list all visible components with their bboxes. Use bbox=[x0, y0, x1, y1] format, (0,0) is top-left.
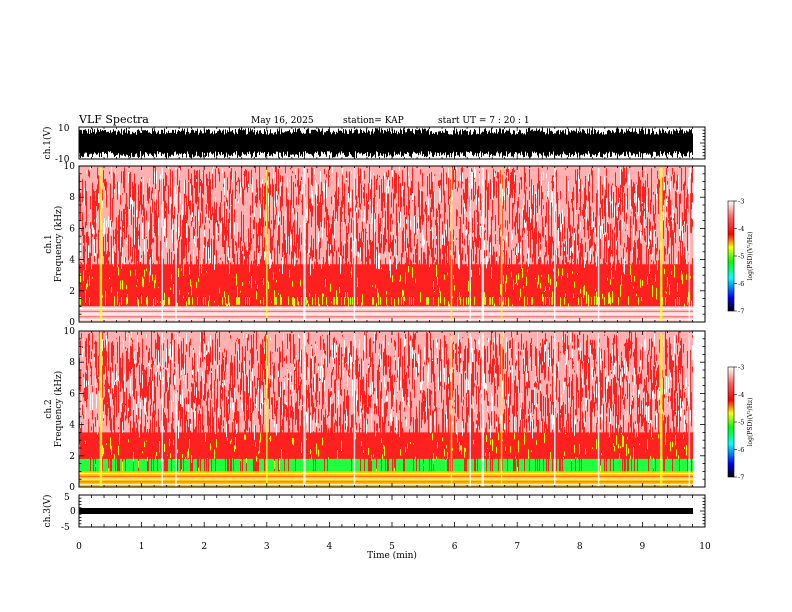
spectrogram-panel-ch1: 0 2 4 6 8 10 ch.1 Frequency (kHz) bbox=[44, 162, 706, 328]
ytick-label: 8 bbox=[69, 193, 75, 203]
waveform-panel-ch1: 10 -10 ch.1(V) bbox=[42, 124, 706, 165]
waveform-ch3-trace bbox=[79, 508, 693, 514]
colorbar-ch2: -3 -4 -5 -6 -7 log(PSD)(V²/Hz) bbox=[727, 364, 754, 482]
colorbar-gradient bbox=[727, 200, 735, 312]
ytick-label: 8 bbox=[69, 358, 75, 368]
ytick-label: 2 bbox=[69, 287, 75, 297]
xtick-label: 9 bbox=[640, 542, 646, 552]
ytick-label: 6 bbox=[69, 389, 75, 399]
ylabel-ch1-frequency: Frequency (kHz) bbox=[53, 206, 64, 283]
ytick-label: -5 bbox=[61, 523, 70, 533]
spectrogram-panel-ch2: 0 2 4 6 8 10 ch.2 Frequency (kHz) bbox=[44, 327, 706, 493]
colorbar-label: log(PSD)(V²/Hz) bbox=[747, 398, 754, 447]
ylabel-ch2-channel: ch.2 bbox=[44, 399, 54, 418]
colorbar-tick-label: -4 bbox=[738, 391, 744, 399]
date-label: May 16, 2025 bbox=[251, 116, 314, 126]
ylabel-ch1-channel: ch.1 bbox=[44, 234, 54, 253]
ytick-label: 6 bbox=[69, 224, 75, 234]
colorbar-tick-label: -4 bbox=[738, 225, 744, 233]
ytick-label: 10 bbox=[58, 124, 70, 134]
spectrogram-yellow-power bbox=[80, 264, 692, 307]
colorbar-tick-label: -3 bbox=[738, 198, 744, 206]
xtick-label: 7 bbox=[514, 542, 520, 552]
ytick-label: 0 bbox=[70, 507, 76, 517]
figure-title: VLF Spectra bbox=[78, 113, 149, 126]
colorbar-tick-label: -3 bbox=[738, 364, 744, 372]
xtick-label: 4 bbox=[327, 542, 333, 552]
ytick-label: 0 bbox=[69, 483, 75, 493]
station-label: station= KAP bbox=[343, 116, 404, 126]
waveform-panel-ch3: 0 5 -5 ch.3(V) 0 1 2 3 4 5 6 7 8 9 10 Time (min) bbox=[42, 493, 711, 561]
xtick-label: 3 bbox=[264, 542, 270, 552]
ytick-label: 4 bbox=[69, 256, 75, 266]
spectrogram-ch1-image bbox=[79, 166, 705, 322]
spectrogram-ch2-image bbox=[79, 331, 705, 487]
ylabel-ch1-waveform: ch.1(V) bbox=[42, 127, 53, 160]
colorbar-tick-label: -6 bbox=[738, 280, 744, 288]
ytick-label: 2 bbox=[69, 452, 75, 462]
waveform-line bbox=[79, 128, 693, 158]
colorbar-ch1: -3 -4 -5 -6 -7 log(PSD)(V²/Hz) bbox=[727, 198, 754, 316]
xtick-label: 6 bbox=[452, 542, 458, 552]
ylabel-ch2-frequency: Frequency (kHz) bbox=[53, 371, 64, 448]
xtick-label: 8 bbox=[577, 542, 583, 552]
colorbar-label: log(PSD)(V²/Hz) bbox=[747, 232, 754, 281]
xtick-label: 0 bbox=[76, 542, 82, 552]
ytick-label: 0 bbox=[69, 318, 75, 328]
ytick-label: 10 bbox=[64, 327, 76, 337]
ytick-label: 10 bbox=[64, 162, 76, 172]
ytick-label: -10 bbox=[55, 155, 70, 165]
colorbar-tick-label: -6 bbox=[738, 446, 744, 454]
colorbar-tick-label: -5 bbox=[738, 253, 744, 261]
colorbar-gradient bbox=[727, 366, 735, 478]
xtick-label: 2 bbox=[201, 542, 207, 552]
spectrogram-empty bbox=[693, 166, 705, 322]
xtick-label: 1 bbox=[139, 542, 145, 552]
ytick-label: 4 bbox=[69, 421, 75, 431]
colorbar-tick-label: -7 bbox=[738, 308, 744, 316]
xtick-label: 10 bbox=[699, 542, 711, 552]
ytick-label: 5 bbox=[64, 493, 70, 503]
xlabel-time: Time (min) bbox=[367, 550, 417, 561]
start-time-label: start UT = 7 : 20 : 1 bbox=[438, 116, 530, 126]
colorbar-tick-label: -7 bbox=[738, 474, 744, 482]
xtick-label: 5 bbox=[389, 542, 395, 552]
ylabel-ch3-waveform: ch.3(V) bbox=[42, 495, 53, 528]
waveform-ch1-trace bbox=[79, 128, 693, 158]
spectrogram-empty bbox=[693, 331, 705, 487]
colorbar-tick-label: -5 bbox=[738, 419, 744, 427]
